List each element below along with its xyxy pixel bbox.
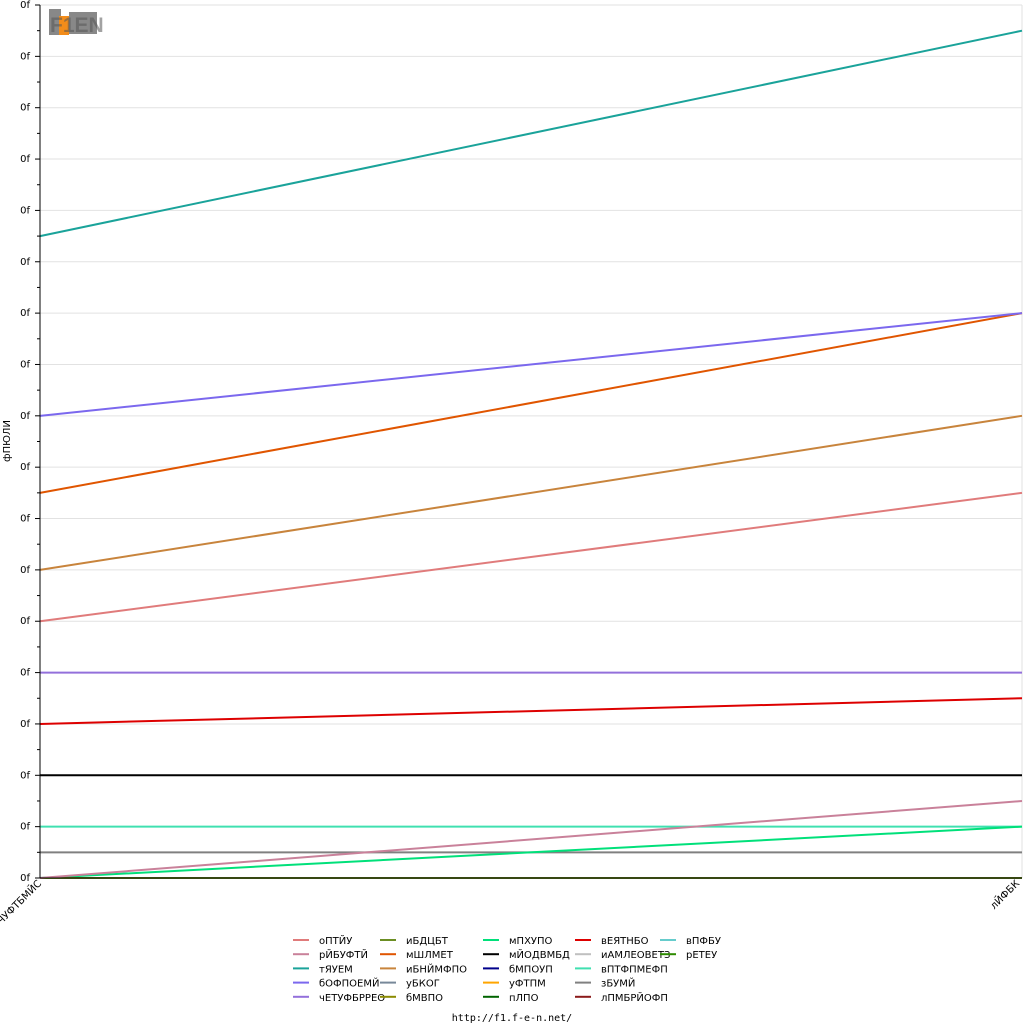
logo-block-left <box>49 9 61 35</box>
legend-label: оПТЙУ <box>319 934 352 947</box>
axes: 0f0f0f0f0f0f0f0f0f0f0f0f0f0f0f0f0f0fбЧУФ… <box>0 0 1022 931</box>
legend-label: иБДЦБТ <box>406 936 449 947</box>
series-line <box>39 799 1023 879</box>
y-tick-label: 0f <box>20 257 30 268</box>
footer-url: http://f1.f-e-n.net/ <box>452 1013 572 1024</box>
series-line <box>39 29 1023 238</box>
legend-label: уФТПМ <box>509 979 546 990</box>
y-tick-label: 0f <box>20 308 30 319</box>
y-tick-label: 0f <box>20 668 30 679</box>
legend-label: рЙБУФТЙ <box>319 948 368 961</box>
y-tick-label: 0f <box>20 411 30 422</box>
series-line <box>39 697 1023 725</box>
grid <box>40 4 1023 879</box>
y-axis-label: фПЮЛИ <box>2 420 13 462</box>
y-tick-label: 0f <box>20 770 30 781</box>
legend-label: тЯУЕМ <box>319 964 353 975</box>
legend-label: вПФБУ <box>686 936 721 947</box>
legend-label: мШЛМЕТ <box>406 950 454 961</box>
y-tick-label: 0f <box>20 719 30 730</box>
logo-block-accent <box>59 16 69 35</box>
y-tick-label: 0f <box>20 822 30 833</box>
legend-label: мПХУПО <box>509 936 553 947</box>
logo-text: F1EN <box>50 14 104 37</box>
legend-label: бМПОУП <box>509 964 553 975</box>
legend-label: иБНЙМФПО <box>406 962 467 975</box>
legend-label: бОФПОЕМЙ <box>319 977 379 990</box>
legend-label: мЙОДВМБД <box>509 948 570 961</box>
logo: F1EN <box>49 9 104 37</box>
x-tick-label: лЙФБК <box>987 877 1022 912</box>
legend-label: бМВПО <box>406 993 443 1004</box>
series-line <box>39 312 1023 417</box>
y-tick-label: 0f <box>20 103 30 114</box>
series-line <box>39 825 1023 879</box>
series-line <box>39 414 1023 571</box>
series-line <box>39 312 1023 494</box>
legend-label: пЛПО <box>509 993 539 1004</box>
series-lines <box>39 29 1023 879</box>
x-tick-label: бЧУФТБМЙС <box>0 877 44 931</box>
legend-label: вЕЯТНБО <box>601 936 649 947</box>
legend-label: уБКОГ <box>406 979 440 990</box>
y-tick-label: 0f <box>20 514 30 525</box>
y-tick-label: 0f <box>20 873 30 884</box>
legend-label: иАМЛЕОВЕТЗ <box>601 950 670 961</box>
y-tick-label: 0f <box>20 51 30 62</box>
y-tick-label: 0f <box>20 205 30 216</box>
series-line <box>39 491 1023 623</box>
y-tick-label: 0f <box>20 154 30 165</box>
legend-label: чЕТУФБРРЕО <box>319 993 385 1004</box>
y-tick-label: 0f <box>20 616 30 627</box>
legend-label: зБУМЙ <box>601 977 635 990</box>
y-tick-label: 0f <box>20 0 30 11</box>
y-tick-label: 0f <box>20 462 30 473</box>
y-tick-label: 0f <box>20 565 30 576</box>
y-tick-label: 0f <box>20 359 30 370</box>
legend-label: рЕТЕУ <box>686 950 717 961</box>
logo-block-right <box>69 12 97 34</box>
legend-label: вПТФПМЕФП <box>601 964 668 975</box>
legend-label: лПМБРЙОФП <box>601 991 668 1004</box>
